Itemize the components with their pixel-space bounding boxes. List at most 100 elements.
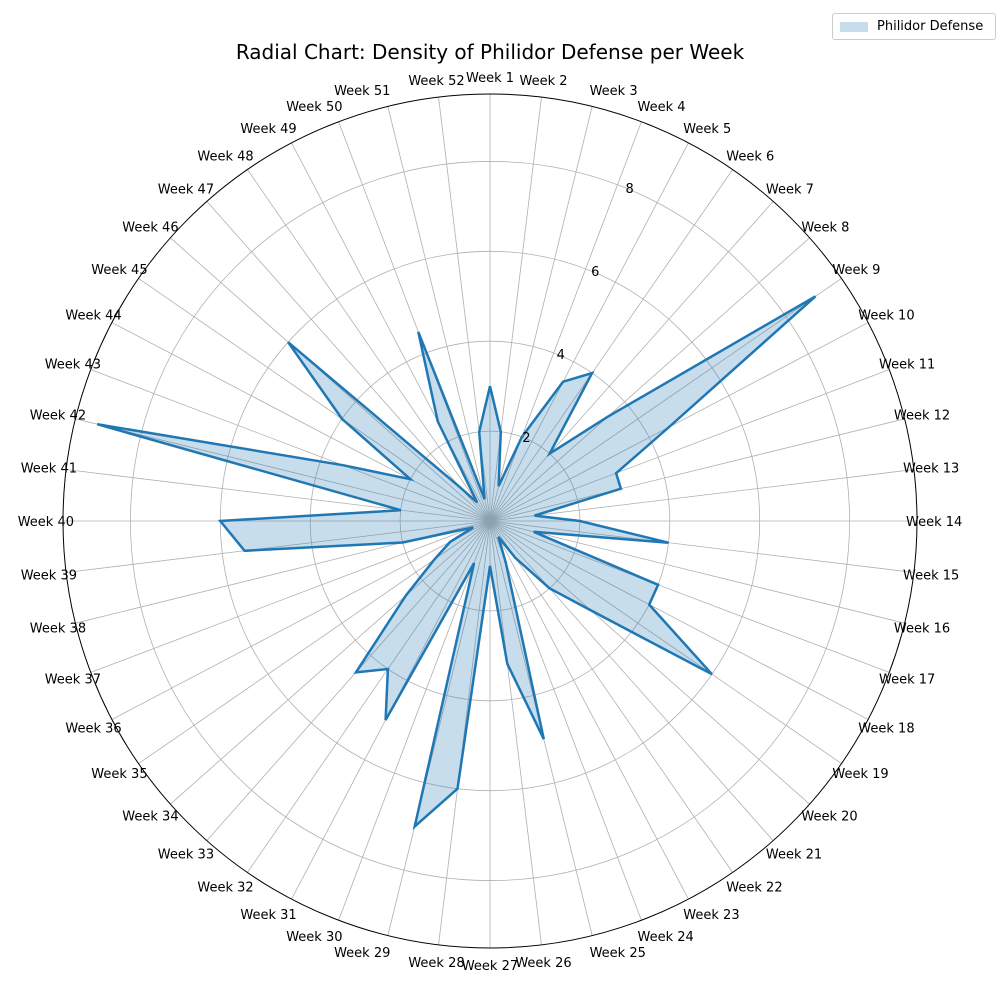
category-label: Week 33 bbox=[158, 847, 214, 862]
spoke-gridline bbox=[111, 322, 491, 522]
category-label: Week 9 bbox=[832, 263, 880, 278]
spoke-gridline bbox=[489, 469, 914, 522]
polar-frame bbox=[62, 93, 918, 949]
spoke-gridline bbox=[111, 520, 491, 720]
spoke-gridline bbox=[75, 418, 491, 522]
spoke-gridline bbox=[489, 520, 689, 900]
spoke-gridline bbox=[489, 520, 905, 624]
spoke-gridline bbox=[489, 237, 810, 522]
category-label: Week 23 bbox=[683, 908, 739, 923]
category-label: Week 41 bbox=[21, 462, 77, 477]
spoke-gridline bbox=[170, 237, 491, 522]
spoke-gridline bbox=[387, 106, 491, 522]
spoke-gridline bbox=[489, 520, 810, 805]
category-label: Week 47 bbox=[158, 183, 214, 198]
category-label: Week 3 bbox=[590, 84, 638, 99]
spoke-gridline bbox=[489, 520, 774, 841]
r-tick-label: 4 bbox=[557, 348, 565, 363]
category-label: Week 20 bbox=[801, 809, 857, 824]
ring-gridline bbox=[309, 340, 671, 702]
spoke-gridline bbox=[489, 169, 733, 522]
r-tick-label: 6 bbox=[591, 265, 599, 280]
category-label: Week 17 bbox=[879, 672, 935, 687]
legend: Philidor Defense bbox=[832, 13, 996, 40]
legend-swatch bbox=[840, 21, 868, 32]
category-label: Week 44 bbox=[65, 309, 121, 324]
category-label: Week 32 bbox=[197, 880, 253, 895]
spoke-gridline bbox=[438, 520, 491, 945]
r-tick-label: 2 bbox=[522, 431, 530, 446]
spoke-gridline bbox=[247, 520, 491, 873]
category-label: Week 6 bbox=[726, 150, 774, 165]
chart-title: Radial Chart: Density of Philidor Defens… bbox=[236, 40, 745, 64]
spoke-gridline bbox=[489, 201, 774, 522]
category-label: Week 10 bbox=[858, 309, 914, 324]
spoke-gridline bbox=[489, 97, 542, 522]
category-label: Week 39 bbox=[21, 569, 77, 584]
category-label: Week 30 bbox=[286, 930, 342, 945]
spoke-gridline bbox=[489, 121, 642, 522]
category-label: Week 40 bbox=[18, 515, 74, 530]
spoke-gridline bbox=[387, 520, 491, 936]
category-label: Week 24 bbox=[638, 930, 694, 945]
category-label: Week 36 bbox=[65, 721, 121, 736]
category-label: Week 18 bbox=[858, 721, 914, 736]
spoke-gridline bbox=[489, 520, 869, 720]
category-label: Week 42 bbox=[30, 409, 86, 424]
category-label: Week 29 bbox=[334, 946, 390, 961]
ring-gridline bbox=[130, 161, 850, 881]
spoke-gridline bbox=[489, 369, 890, 522]
category-label: Week 12 bbox=[894, 409, 950, 424]
category-label: Week 46 bbox=[122, 221, 178, 236]
category-label: Week 13 bbox=[903, 462, 959, 477]
spoke-gridline bbox=[66, 469, 491, 522]
spoke-gridline bbox=[489, 520, 642, 921]
spoke-gridline bbox=[489, 106, 593, 522]
category-label: Week 28 bbox=[408, 956, 464, 971]
spoke-gridline bbox=[489, 520, 733, 873]
spoke-gridline bbox=[489, 142, 689, 522]
category-label: Week 34 bbox=[122, 809, 178, 824]
spoke-gridline bbox=[170, 520, 491, 805]
series-area bbox=[97, 296, 816, 827]
category-label: Week 1 bbox=[466, 71, 514, 86]
series-line bbox=[96, 295, 817, 830]
spoke-gridline bbox=[206, 520, 491, 841]
spoke-gridline bbox=[489, 418, 905, 522]
category-label: Week 48 bbox=[197, 150, 253, 165]
spoke-gridline bbox=[138, 278, 491, 522]
category-label: Week 26 bbox=[515, 956, 571, 971]
category-label: Week 52 bbox=[408, 74, 464, 89]
spoke-gridline bbox=[489, 322, 869, 522]
legend-label: Philidor Defense bbox=[877, 19, 984, 34]
category-label: Week 4 bbox=[638, 100, 686, 115]
spoke-gridline bbox=[66, 520, 491, 573]
spoke-gridline bbox=[206, 201, 491, 522]
series-layer bbox=[96, 295, 817, 830]
r-tick-label: 8 bbox=[625, 182, 633, 197]
tick-labels: 2 4 6 8 bbox=[522, 182, 633, 446]
category-label: Week 49 bbox=[240, 122, 296, 137]
spoke-gridline bbox=[338, 121, 491, 522]
category-label: Week 37 bbox=[45, 672, 101, 687]
category-label: Week 50 bbox=[286, 100, 342, 115]
category-label: Week 11 bbox=[879, 358, 935, 373]
category-label: Week 19 bbox=[832, 767, 888, 782]
category-label: Week 8 bbox=[801, 221, 849, 236]
category-label: Week 21 bbox=[766, 847, 822, 862]
category-label: Week 16 bbox=[894, 621, 950, 636]
spoke-gridline bbox=[489, 520, 542, 945]
spoke-gridline bbox=[489, 520, 842, 764]
category-label: Week 15 bbox=[903, 569, 959, 584]
category-label: Week 43 bbox=[45, 358, 101, 373]
spoke-gridline bbox=[90, 369, 491, 522]
category-label: Week 51 bbox=[334, 84, 390, 99]
category-label: Week 7 bbox=[766, 183, 814, 198]
spoke-gridline bbox=[338, 520, 491, 921]
category-label: Week 31 bbox=[240, 908, 296, 923]
spoke-gridline bbox=[489, 520, 890, 673]
category-label: Week 27 bbox=[462, 959, 518, 974]
category-label: Week 35 bbox=[91, 767, 147, 782]
